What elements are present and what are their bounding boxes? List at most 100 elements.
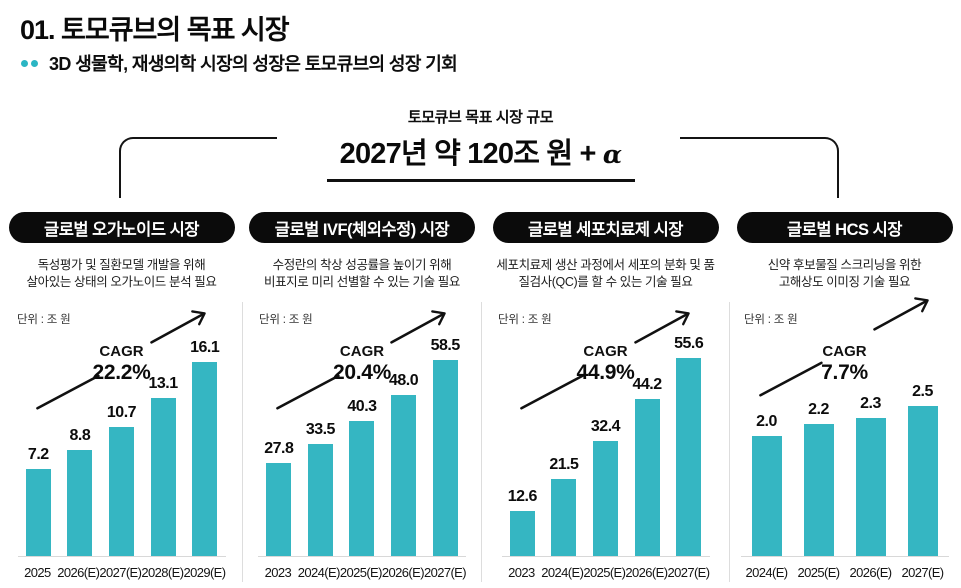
year-label: 2025(E) <box>339 565 383 580</box>
bar-column: 13.1 <box>142 375 184 556</box>
bar-column: 55.6 <box>668 335 710 556</box>
bar-value-label: 32.4 <box>590 418 621 435</box>
bar-value-label: 7.2 <box>27 446 49 463</box>
bar-value-label: 8.8 <box>69 427 91 444</box>
growth-arrow-icon <box>276 310 446 410</box>
market-pill: 글로벌 오가노이드 시장 <box>8 212 235 243</box>
unit-label: 단위 : 조 원 <box>744 314 798 326</box>
bar-value-label: 33.5 <box>305 421 336 438</box>
bar <box>391 395 417 556</box>
panel-divider <box>242 302 243 582</box>
bar <box>907 406 938 556</box>
market-panel: 글로벌 오가노이드 시장 독성평가 및 질환모델 개발을 위해 살아있는 상태의… <box>1 205 242 583</box>
bar-column: 32.4 <box>585 418 627 556</box>
panel-divider <box>481 302 482 582</box>
bar-value-label: 10.7 <box>106 404 137 421</box>
cagr-block: CAGR 44.9% <box>482 343 729 385</box>
year-label: 2025(E) <box>583 565 626 580</box>
bar-column: 16.1 <box>184 339 226 556</box>
market-description: 신약 후보물질 스크리닝을 위한 고해상도 이미징 기술 필요 <box>728 257 961 291</box>
market-panel: 글로벌 HCS 시장 신약 후보물질 스크리닝을 위한 고해상도 이미징 기술 … <box>728 205 961 583</box>
cagr-block: CAGR 7.7% <box>728 343 961 385</box>
market-description-line1: 독성평가 및 질환모델 개발을 위해 <box>37 258 206 272</box>
bar <box>108 427 134 556</box>
bar-value-label: 21.5 <box>549 456 579 473</box>
cagr-value: 7.7% <box>821 361 868 384</box>
market-pill: 글로벌 HCS 시장 <box>736 212 953 243</box>
year-label: 2023 <box>508 565 535 580</box>
bar-column: 40.3 <box>341 398 383 556</box>
year-label: 2023 <box>264 565 292 580</box>
bar <box>432 360 458 556</box>
bar <box>509 511 535 556</box>
x-axis-labels: 2025 2026(E) 2027(E) 2028(E) 2029(E) <box>18 559 226 580</box>
bar-chart: 단위 : 조 원 CAGR 20.4% 27.8 33.5 40.3 48.0 58.5… <box>243 305 481 580</box>
page-title: 01. 토모큐브의 목표 시장 <box>20 15 290 45</box>
year-label: 2026(E) <box>57 565 100 580</box>
plot-area: 2.0 2.2 2.3 2.5 <box>740 325 949 557</box>
target-market-figure-text: 2027년 약 120조 원 + <box>339 138 597 170</box>
bar <box>803 424 834 556</box>
year-label: 2024(E) <box>541 565 584 580</box>
bar-chart: 단위 : 조 원 CAGR 7.7% 2.0 2.2 2.3 2.5 2024(E) 2… <box>728 297 961 580</box>
bar-value-label: 48.0 <box>389 372 419 389</box>
growth-arrow-icon <box>758 297 929 397</box>
bar-value-label: 13.1 <box>148 375 179 392</box>
market-description-line1: 세포치료제 생산 과정에서 세포의 분화 및 품 <box>496 258 715 272</box>
growth-arrow-icon <box>519 310 690 410</box>
market-pill: 글로벌 IVF(체외수정) 시장 <box>249 212 475 243</box>
market-pill-label: 글로벌 오가노이드 시장 <box>44 220 199 239</box>
market-description-line2: 질검사(QC)를 할 수 있는 기술 필요 <box>518 275 693 289</box>
growth-arrow-icon <box>35 310 206 410</box>
year-label: 2025(E) <box>797 565 840 580</box>
target-market-figure: 2027년 약 120조 원 + α <box>0 130 961 172</box>
cagr-block: CAGR 22.2% <box>1 343 242 385</box>
market-description-line1: 신약 후보물질 스크리닝을 위한 <box>767 258 922 272</box>
bar <box>307 444 333 556</box>
bar <box>855 418 886 556</box>
bar-column: 7.2 <box>18 446 60 556</box>
bar-column: 27.8 <box>258 440 300 556</box>
cagr-label: CAGR <box>583 343 628 360</box>
year-label: 2026(E) <box>625 565 668 580</box>
subtitle-row: 3D 생물학, 재생의학 시장의 성장은 토모큐브의 성장 기회 <box>21 50 458 76</box>
alpha-symbol: α <box>602 140 622 169</box>
market-description-line2: 비표지로 미리 선별할 수 있는 기술 필요 <box>263 275 461 289</box>
cagr-value: 20.4% <box>332 361 392 384</box>
bar-chart: 단위 : 조 원 CAGR 44.9% 12.6 21.5 32.4 44.2 55.6… <box>482 305 729 580</box>
market-pill: 글로벌 세포치료제 시장 <box>492 212 719 243</box>
bar-column: 2.0 <box>741 413 793 556</box>
bar <box>592 441 618 556</box>
bar-value-label: 55.6 <box>674 335 704 352</box>
x-axis-labels: 2024(E) 2025(E) 2026(E) 2027(E) <box>741 559 949 580</box>
x-axis-labels: 2023 2024(E) 2025(E) 2026(E) 2027(E) <box>258 559 467 580</box>
cagr-label: CAGR <box>822 343 867 360</box>
bar <box>192 362 218 556</box>
bullet-dot-icon <box>21 59 28 67</box>
market-description-line2: 고해상도 이미징 기술 필요 <box>778 275 911 289</box>
right-bracket-line <box>680 137 839 198</box>
bar <box>349 421 375 556</box>
bar <box>67 450 93 556</box>
year-label: 2028(E) <box>141 565 184 580</box>
market-pill-label: 글로벌 HCS 시장 <box>787 220 902 239</box>
year-label: 2026(E) <box>849 565 892 580</box>
target-market-headline: 토모큐브 목표 시장 규모 2027년 약 120조 원 + α <box>0 106 961 182</box>
bar-value-label: 2.0 <box>756 413 777 430</box>
year-label: 2025 <box>24 565 51 580</box>
year-label: 2029(E) <box>183 565 226 580</box>
plot-area: 12.6 21.5 32.4 44.2 55.6 <box>501 325 710 557</box>
market-pill-label: 글로벌 세포치료제 시장 <box>528 220 683 239</box>
panel-divider <box>729 302 730 582</box>
bullet-dots-icon <box>21 59 38 67</box>
cagr-value: 44.9% <box>576 361 635 384</box>
page-subtitle: 3D 생물학, 재생의학 시장의 성장은 토모큐브의 성장 기회 <box>49 54 458 74</box>
bar-column: 58.5 <box>424 337 466 556</box>
bar-value-label: 40.3 <box>347 398 377 415</box>
bar-value-label: 16.1 <box>190 339 220 356</box>
cagr-block: CAGR 20.4% <box>243 343 481 385</box>
figure-underline <box>326 179 635 182</box>
bar <box>634 399 660 556</box>
bar-value-label: 44.2 <box>632 376 663 393</box>
bar-column: 10.7 <box>101 404 143 556</box>
